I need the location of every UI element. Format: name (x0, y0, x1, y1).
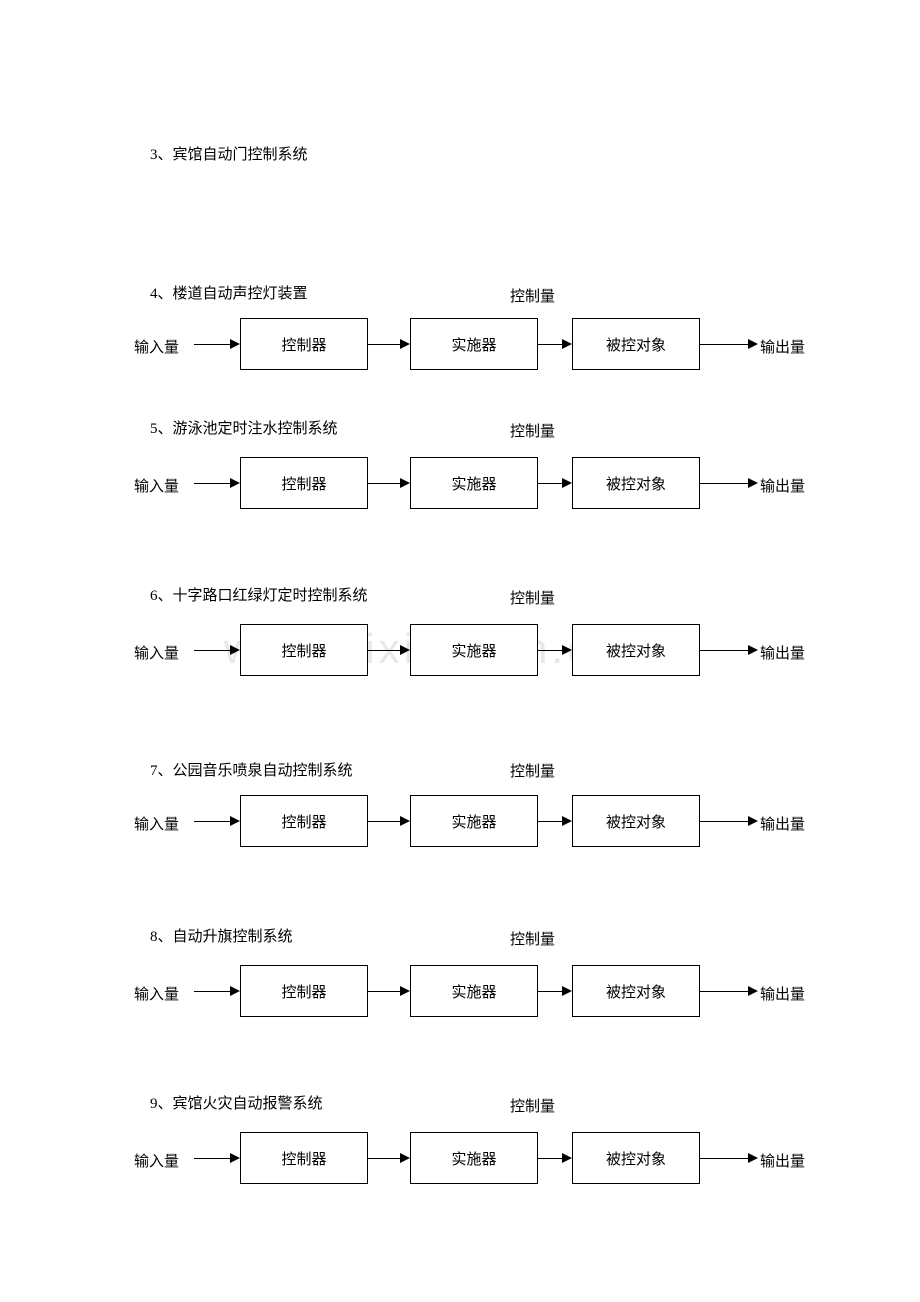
arrow-head-icon (748, 816, 758, 826)
input-label: 输入量 (134, 813, 179, 834)
arrow-head-icon (400, 645, 410, 655)
controller-box: 控制器 (240, 624, 368, 676)
arrow-line (700, 1158, 748, 1159)
arrow-line (538, 483, 562, 484)
controlled-object-box: 被控对象 (572, 318, 700, 370)
input-label: 输入量 (134, 983, 179, 1004)
arrow-line (194, 344, 230, 345)
control-quantity-label: 控制量 (510, 928, 555, 949)
control-quantity-label: 控制量 (510, 760, 555, 781)
section-title-7: 7、公园音乐喷泉自动控制系统 (150, 759, 353, 780)
arrow-head-icon (748, 478, 758, 488)
input-label: 输入量 (134, 475, 179, 496)
actuator-box: 实施器 (410, 965, 538, 1017)
section-title-5: 5、游泳池定时注水控制系统 (150, 417, 338, 438)
actuator-box: 实施器 (410, 1132, 538, 1184)
section-title-3: 3、宾馆自动门控制系统 (150, 143, 308, 164)
output-label: 输出量 (760, 642, 805, 663)
section-title-9: 9、宾馆火灾自动报警系统 (150, 1092, 323, 1113)
arrow-line (700, 991, 748, 992)
controller-box: 控制器 (240, 318, 368, 370)
arrow-head-icon (230, 816, 240, 826)
arrow-line (194, 991, 230, 992)
input-label: 输入量 (134, 336, 179, 357)
actuator-box: 实施器 (410, 624, 538, 676)
arrow-head-icon (400, 816, 410, 826)
controller-box: 控制器 (240, 1132, 368, 1184)
arrow-line (368, 991, 400, 992)
section-title-6: 6、十字路口红绿灯定时控制系统 (150, 584, 368, 605)
arrow-line (538, 991, 562, 992)
controlled-object-box: 被控对象 (572, 1132, 700, 1184)
controller-box: 控制器 (240, 457, 368, 509)
output-label: 输出量 (760, 983, 805, 1004)
arrow-line (700, 483, 748, 484)
arrow-line (194, 483, 230, 484)
actuator-box: 实施器 (410, 457, 538, 509)
arrow-line (538, 1158, 562, 1159)
arrow-head-icon (562, 645, 572, 655)
output-label: 输出量 (760, 336, 805, 357)
controlled-object-box: 被控对象 (572, 965, 700, 1017)
arrow-head-icon (562, 816, 572, 826)
arrow-line (194, 1158, 230, 1159)
output-label: 输出量 (760, 475, 805, 496)
arrow-line (700, 650, 748, 651)
arrow-head-icon (748, 1153, 758, 1163)
control-quantity-label: 控制量 (510, 285, 555, 306)
control-quantity-label: 控制量 (510, 420, 555, 441)
controller-box: 控制器 (240, 965, 368, 1017)
arrow-head-icon (748, 339, 758, 349)
input-label: 输入量 (134, 1150, 179, 1171)
arrow-head-icon (748, 986, 758, 996)
control-quantity-label: 控制量 (510, 1095, 555, 1116)
arrow-head-icon (562, 1153, 572, 1163)
actuator-box: 实施器 (410, 318, 538, 370)
controlled-object-box: 被控对象 (572, 795, 700, 847)
arrow-head-icon (400, 478, 410, 488)
control-quantity-label: 控制量 (510, 587, 555, 608)
arrow-line (538, 344, 562, 345)
output-label: 输出量 (760, 813, 805, 834)
arrow-head-icon (230, 645, 240, 655)
arrow-line (194, 650, 230, 651)
arrow-head-icon (400, 1153, 410, 1163)
arrow-head-icon (562, 986, 572, 996)
arrow-head-icon (562, 339, 572, 349)
arrow-line (368, 650, 400, 651)
arrow-line (368, 483, 400, 484)
output-label: 输出量 (760, 1150, 805, 1171)
arrow-head-icon (230, 1153, 240, 1163)
arrow-line (194, 821, 230, 822)
section-title-4: 4、楼道自动声控灯装置 (150, 282, 308, 303)
arrow-line (368, 821, 400, 822)
controlled-object-box: 被控对象 (572, 624, 700, 676)
section-title-8: 8、自动升旗控制系统 (150, 925, 293, 946)
arrow-head-icon (400, 986, 410, 996)
arrow-line (368, 344, 400, 345)
actuator-box: 实施器 (410, 795, 538, 847)
arrow-line (538, 821, 562, 822)
arrow-line (700, 821, 748, 822)
arrow-head-icon (230, 478, 240, 488)
arrow-line (368, 1158, 400, 1159)
arrow-head-icon (562, 478, 572, 488)
controlled-object-box: 被控对象 (572, 457, 700, 509)
arrow-head-icon (400, 339, 410, 349)
arrow-head-icon (230, 339, 240, 349)
arrow-line (538, 650, 562, 651)
input-label: 输入量 (134, 642, 179, 663)
arrow-line (700, 344, 748, 345)
controller-box: 控制器 (240, 795, 368, 847)
arrow-head-icon (230, 986, 240, 996)
arrow-head-icon (748, 645, 758, 655)
